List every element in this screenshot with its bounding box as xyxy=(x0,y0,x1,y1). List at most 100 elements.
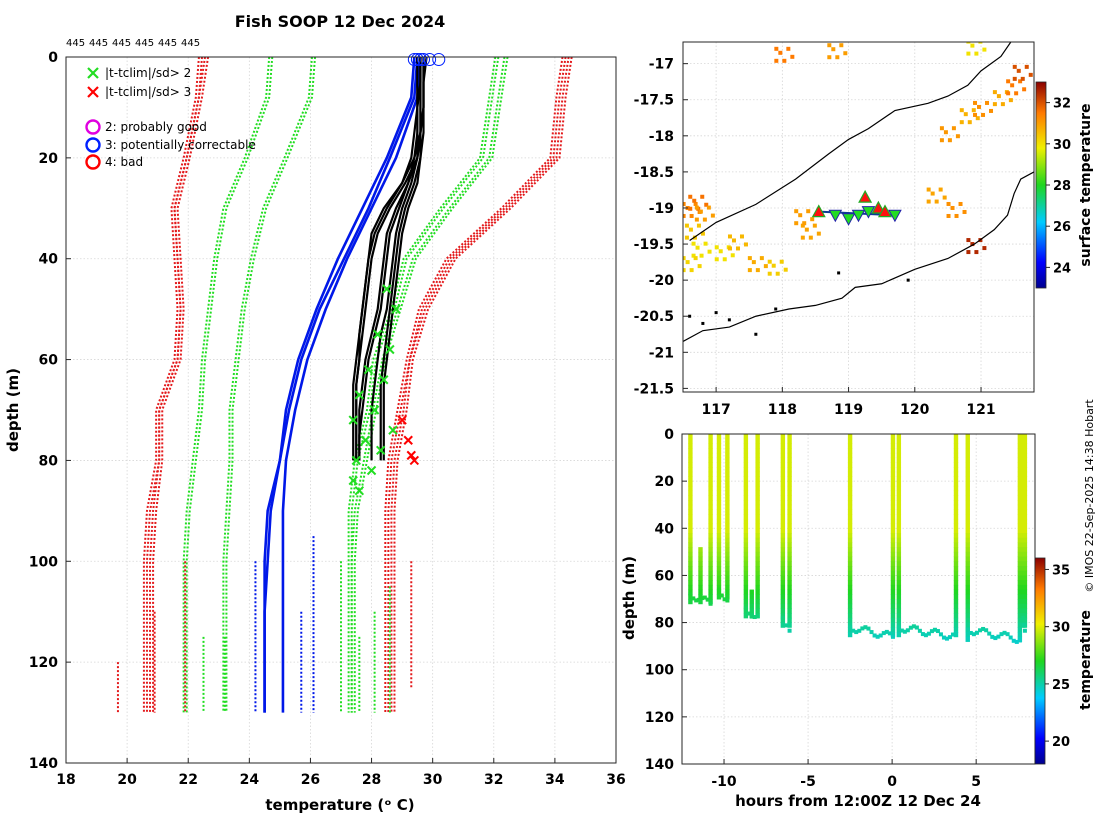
cast-segment xyxy=(743,485,749,492)
cast-segment xyxy=(698,575,703,581)
cast-bottom-point xyxy=(996,634,1001,639)
x-tick-label: 119 xyxy=(834,402,863,418)
cast-segment xyxy=(716,575,722,581)
cast-segment xyxy=(847,509,853,515)
sst-cell xyxy=(688,194,693,199)
cast-segment xyxy=(896,476,902,482)
y-tick-label: 40 xyxy=(39,252,59,268)
cast-segment xyxy=(896,504,902,510)
cast-segment xyxy=(1022,594,1028,600)
cast-bottom-point xyxy=(953,631,958,636)
cast-segment xyxy=(716,528,722,534)
cast-segment xyxy=(1017,434,1023,440)
clim-line xyxy=(182,56,271,713)
cast-segment xyxy=(755,495,760,501)
cast-segment xyxy=(896,537,902,543)
cast-bottom-point xyxy=(932,627,937,632)
sst-cell xyxy=(727,234,732,239)
cast-segment xyxy=(780,457,786,463)
cast-segment xyxy=(1017,533,1023,539)
sst-cell xyxy=(722,257,727,262)
clim-line xyxy=(281,56,422,713)
cast-segment xyxy=(1022,514,1028,520)
cast-segment xyxy=(780,518,786,525)
cast-segment xyxy=(953,584,959,591)
cast-segment xyxy=(1017,632,1023,638)
sst-cell xyxy=(783,267,788,272)
x-tick-label: 20 xyxy=(117,772,137,788)
profile-line xyxy=(358,57,422,461)
cast-segment xyxy=(890,589,896,595)
cast-segment xyxy=(725,584,730,591)
cast-bottom-point xyxy=(887,631,892,636)
cast-segment xyxy=(708,434,713,440)
cast-segment xyxy=(953,556,959,562)
cast-segment xyxy=(755,537,760,543)
cast-segment xyxy=(688,490,693,496)
cast-segment xyxy=(965,603,970,609)
cast-segment xyxy=(749,613,754,619)
cast-segment xyxy=(688,509,693,515)
cast-segment xyxy=(725,476,730,482)
cast-segment xyxy=(698,580,703,586)
cast-segment xyxy=(847,632,853,638)
cast-segment xyxy=(743,518,749,525)
cast-segment xyxy=(743,580,749,586)
cast-segment xyxy=(787,509,792,515)
cast-segment xyxy=(725,533,730,539)
sst-cell xyxy=(827,43,832,48)
cast-segment xyxy=(698,594,703,600)
cast-bottom-point xyxy=(974,630,979,635)
cast-segment xyxy=(890,514,896,520)
cast-segment xyxy=(755,434,760,440)
cast-segment xyxy=(688,533,693,539)
legend-x-icon xyxy=(87,67,99,79)
cast-segment xyxy=(953,537,959,543)
cast-segment xyxy=(755,599,760,605)
y-tick-label: 0 xyxy=(664,427,674,443)
cast-segment xyxy=(688,556,693,562)
cast-segment xyxy=(1017,584,1023,591)
cast-segment xyxy=(847,467,853,473)
cast-segment xyxy=(725,575,730,581)
cast-segment xyxy=(896,575,902,581)
legend-circle-icon xyxy=(85,154,101,170)
cast-segment xyxy=(708,462,713,468)
cast-segment xyxy=(743,537,749,543)
cast-segment xyxy=(1017,452,1023,459)
sst-cell xyxy=(685,260,690,265)
cast-segment xyxy=(953,547,959,553)
cast-segment xyxy=(890,495,896,501)
cast-segment xyxy=(890,547,896,553)
cast-segment xyxy=(787,443,792,449)
cast-segment xyxy=(780,566,786,572)
clim-line xyxy=(149,56,207,713)
x-tick-label: 34 xyxy=(545,772,565,788)
cast-segment xyxy=(688,537,693,543)
cast-segment xyxy=(847,603,853,609)
sst-cell xyxy=(806,209,811,214)
cast-segment xyxy=(953,448,959,454)
cast-segment xyxy=(755,476,760,482)
cast-segment xyxy=(743,599,749,605)
cast-segment xyxy=(688,570,693,576)
x-tick-label: 28 xyxy=(362,772,381,788)
clim-line xyxy=(350,56,506,713)
sst-cell xyxy=(981,112,986,117)
flag-x-marker xyxy=(372,329,383,340)
track-marker-up xyxy=(877,204,893,218)
profile-count-label: 445 xyxy=(181,38,200,49)
island-dot xyxy=(727,318,731,322)
cast-segment xyxy=(716,467,722,473)
cast-segment xyxy=(780,452,786,459)
cast-segment xyxy=(896,608,902,614)
sst-cell xyxy=(831,47,836,52)
cast-segment xyxy=(743,462,749,468)
sst-cell xyxy=(778,50,783,55)
cast-segment xyxy=(698,566,703,572)
cast-segment xyxy=(708,448,713,454)
cast-bottom-point xyxy=(716,587,721,592)
cast-segment xyxy=(1022,434,1028,440)
cast-segment xyxy=(965,632,970,638)
sst-cell xyxy=(698,209,703,214)
